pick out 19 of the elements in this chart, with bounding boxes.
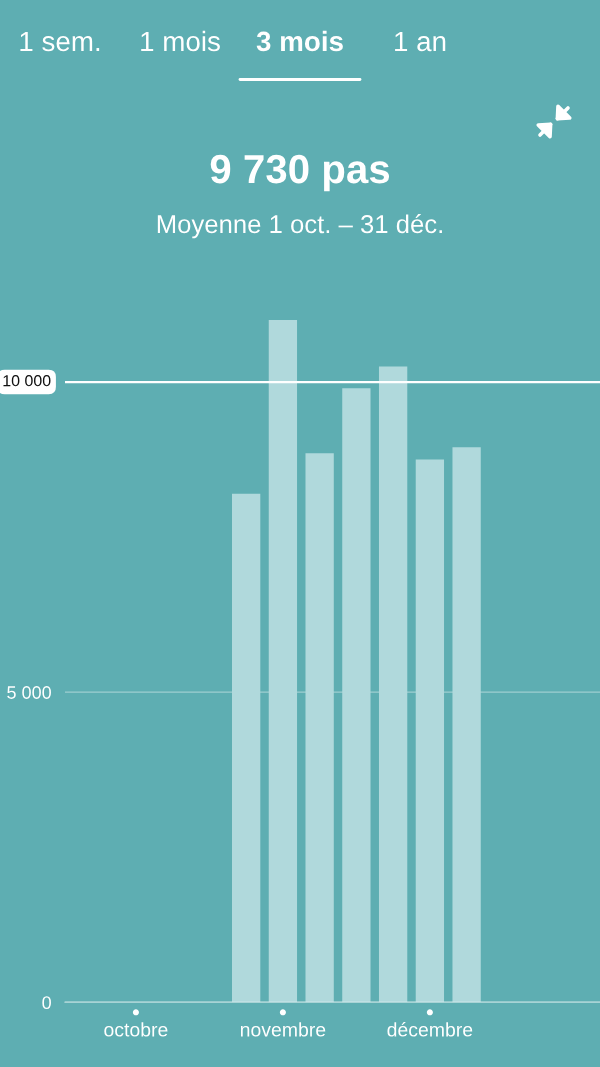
chart-title: 9 730 pas <box>210 154 390 192</box>
bar <box>415 459 445 1003</box>
text: 3 mois <box>256 30 343 52</box>
bar <box>268 320 298 1003</box>
bar <box>452 447 481 1003</box>
x-tick-label: novembre <box>240 1022 326 1037</box>
bar <box>378 366 408 1003</box>
bar <box>342 388 371 1003</box>
y-tick-label: 5 000 <box>7 686 51 699</box>
ref-line-label: 10 000 <box>3 375 51 387</box>
text: 1 an <box>395 31 446 52</box>
bar <box>305 453 334 1003</box>
bar <box>232 493 261 1003</box>
text: 1 mois <box>141 30 220 52</box>
x-tick-label: décembre <box>387 1022 473 1037</box>
x-tick-label: octobre <box>104 1022 168 1037</box>
text: 1 sem. <box>20 31 100 52</box>
chart-subtitle: Moyenne 1 oct. – 31 déc. <box>157 214 442 239</box>
y-tick-label: 0 <box>42 996 51 1010</box>
